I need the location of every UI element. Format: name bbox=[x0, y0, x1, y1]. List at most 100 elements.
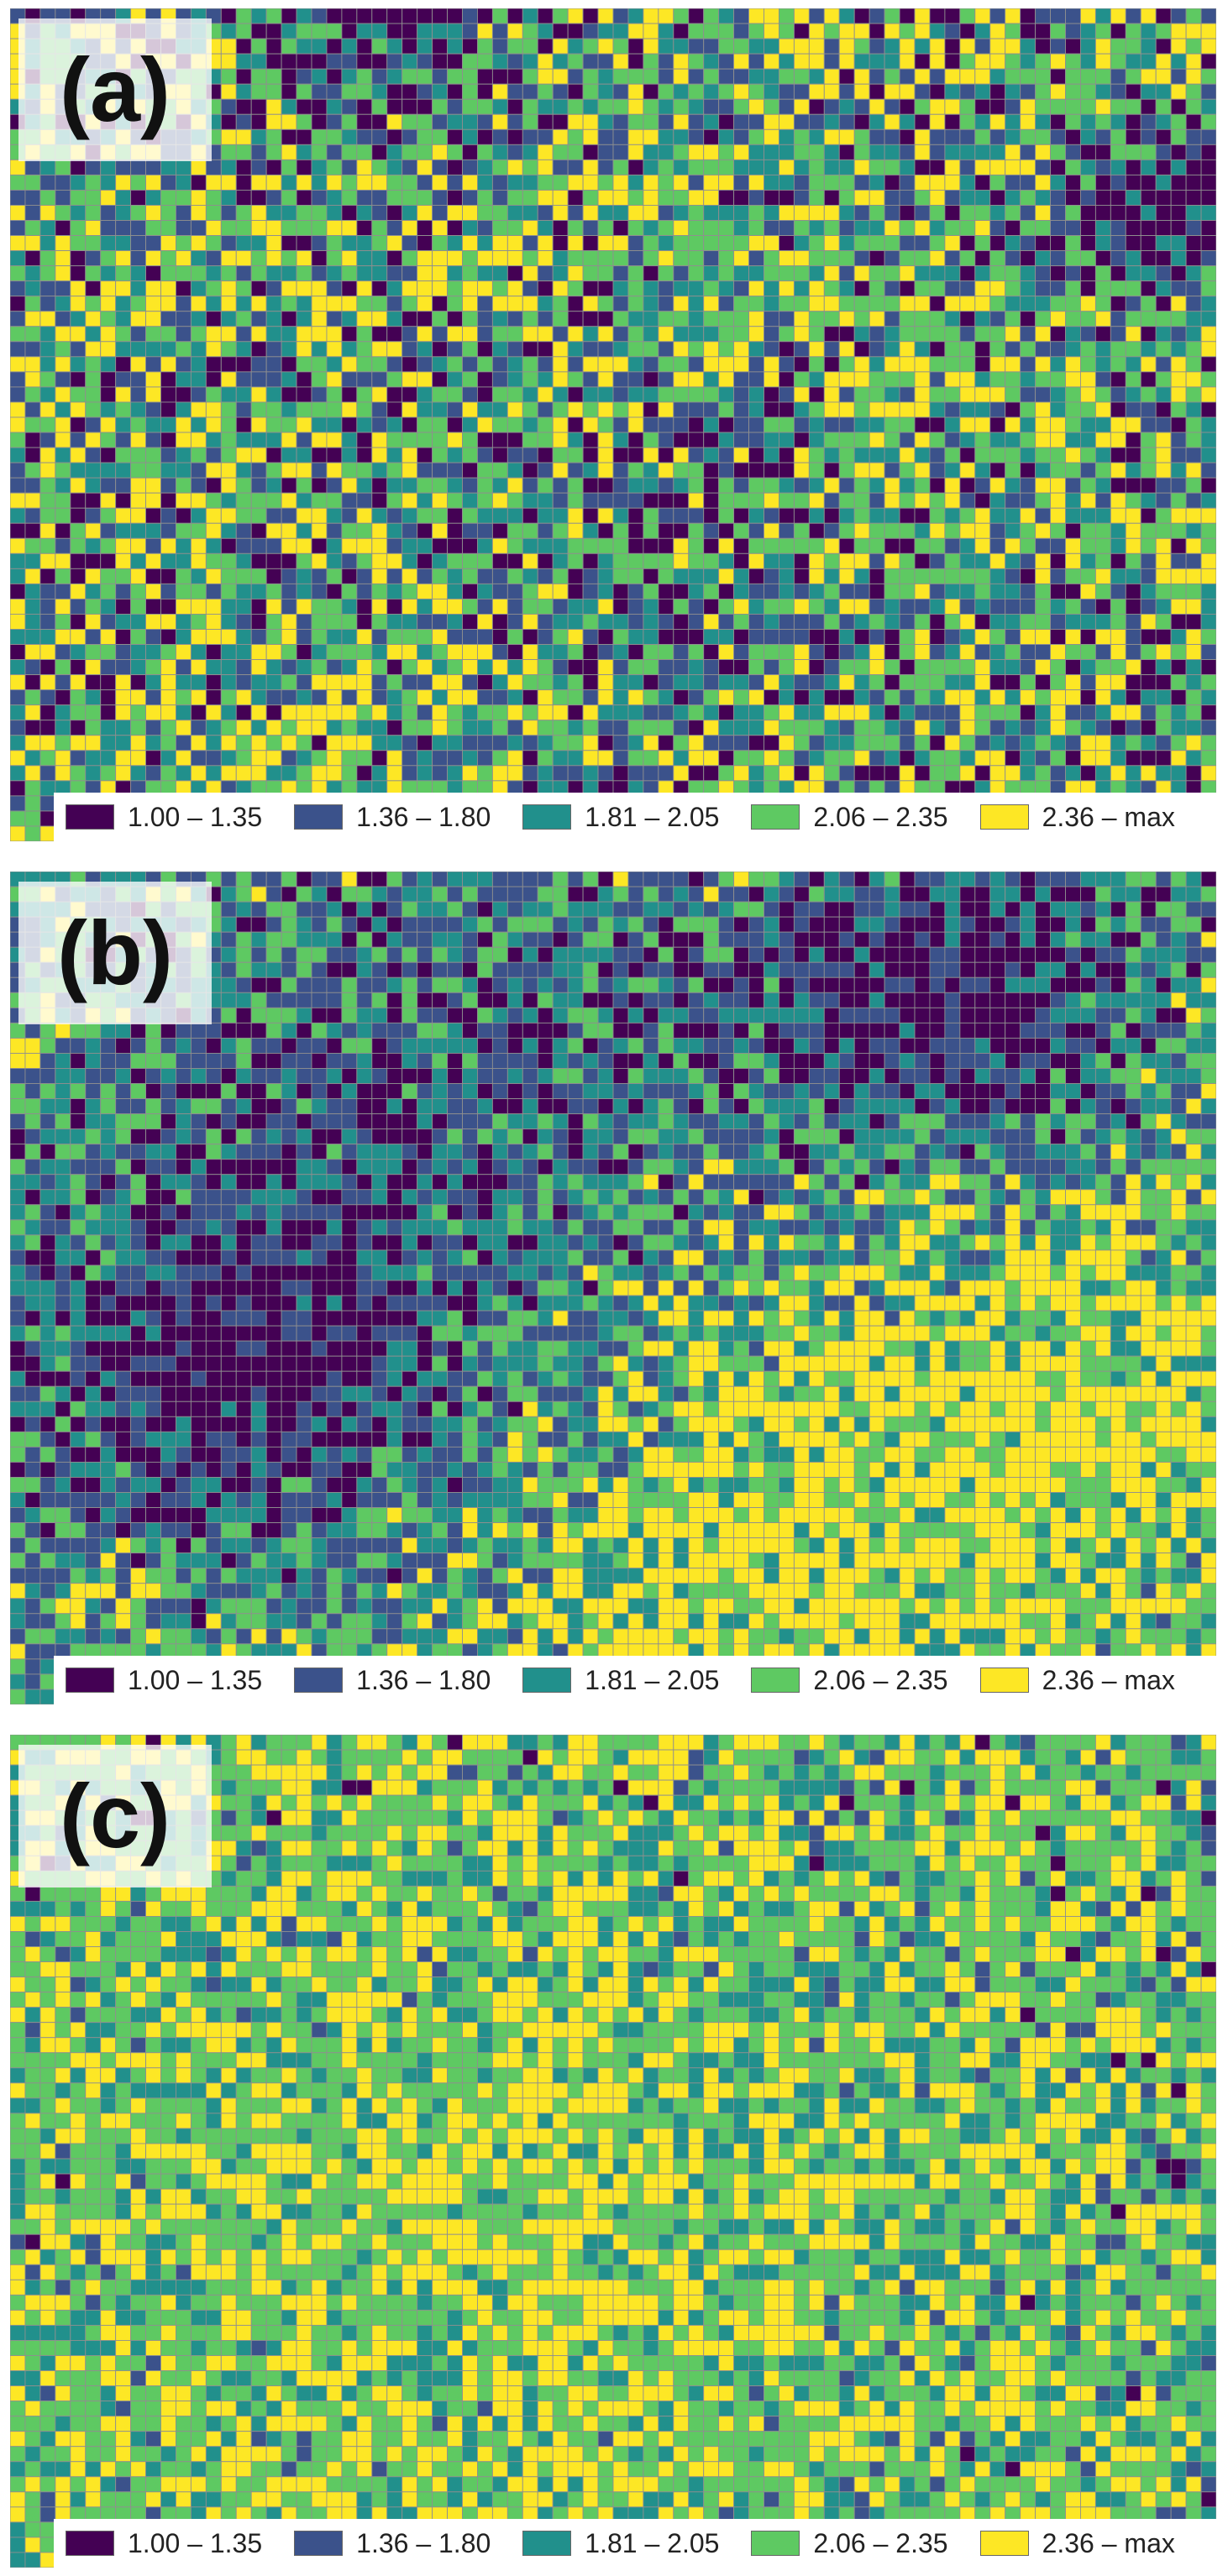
heatmap-cell bbox=[1155, 113, 1172, 130]
heatmap-cell bbox=[281, 220, 297, 236]
heatmap-cell bbox=[145, 765, 161, 782]
heatmap-cell bbox=[764, 477, 779, 494]
heatmap-cell bbox=[793, 113, 810, 130]
heatmap-cell bbox=[658, 432, 674, 448]
heatmap-cell bbox=[491, 659, 508, 676]
heatmap-cell bbox=[85, 674, 102, 691]
heatmap-cell bbox=[748, 537, 764, 554]
heatmap-cell bbox=[175, 598, 192, 615]
heatmap-cell bbox=[311, 98, 328, 115]
heatmap-cell bbox=[793, 265, 810, 282]
heatmap-cell bbox=[793, 250, 810, 267]
heatmap-cell bbox=[658, 522, 674, 539]
heatmap-cell bbox=[1155, 946, 1172, 963]
heatmap-cell bbox=[447, 386, 463, 403]
heatmap-cell bbox=[869, 644, 885, 661]
heatmap-cell bbox=[899, 477, 916, 494]
heatmap-cell bbox=[115, 537, 132, 554]
heatmap-cell bbox=[793, 735, 810, 751]
heatmap-cell bbox=[1110, 205, 1126, 221]
heatmap-cell bbox=[1155, 68, 1172, 85]
heatmap-cell bbox=[808, 750, 825, 767]
heatmap-cell bbox=[1035, 250, 1051, 267]
heatmap-cell bbox=[462, 98, 478, 115]
heatmap-cell bbox=[70, 522, 87, 539]
heatmap-cell bbox=[1140, 704, 1157, 721]
heatmap-cell bbox=[175, 220, 192, 236]
heatmap-cell bbox=[1050, 83, 1066, 100]
heatmap-cell bbox=[597, 265, 614, 282]
heatmap-cell bbox=[552, 598, 569, 615]
heatmap-cell bbox=[477, 765, 493, 782]
heatmap-cell bbox=[944, 371, 961, 388]
heatmap-cell bbox=[115, 356, 132, 373]
heatmap-cell bbox=[779, 644, 795, 661]
heatmap-cell bbox=[748, 720, 764, 736]
heatmap-cell bbox=[1125, 205, 1141, 221]
heatmap-cell bbox=[658, 946, 674, 963]
heatmap-cell bbox=[658, 386, 674, 403]
heatmap-cell bbox=[853, 961, 870, 978]
heatmap-cell bbox=[1155, 38, 1172, 55]
heatmap-cell bbox=[748, 961, 764, 978]
heatmap-cell bbox=[356, 916, 373, 933]
heatmap-cell bbox=[779, 83, 795, 100]
heatmap-cell bbox=[462, 296, 478, 312]
heatmap-cell bbox=[552, 931, 569, 948]
heatmap-cell bbox=[522, 265, 538, 282]
heatmap-cell bbox=[1005, 659, 1021, 676]
heatmap-cell bbox=[764, 189, 779, 206]
heatmap-cell bbox=[552, 765, 569, 782]
heatmap-cell bbox=[779, 159, 795, 175]
heatmap-cell bbox=[1140, 961, 1157, 978]
heatmap-cell bbox=[160, 629, 176, 645]
heatmap-cell bbox=[823, 901, 840, 918]
heatmap-cell bbox=[914, 765, 931, 782]
heatmap-cell bbox=[1020, 750, 1036, 767]
heatmap-cell bbox=[929, 931, 946, 948]
heatmap-cell bbox=[627, 583, 644, 599]
heatmap-cell bbox=[989, 280, 1006, 297]
heatmap-cell bbox=[1110, 886, 1126, 903]
heatmap-cell bbox=[748, 689, 764, 706]
heatmap-cell bbox=[733, 128, 749, 145]
heatmap-cell bbox=[658, 765, 674, 782]
heatmap-cell bbox=[311, 704, 328, 721]
heatmap-cell bbox=[491, 8, 508, 24]
heatmap-cell bbox=[190, 598, 207, 615]
heatmap-cell bbox=[612, 205, 629, 221]
heatmap-cell bbox=[658, 296, 674, 312]
heatmap-cell bbox=[764, 68, 779, 85]
heatmap-cell bbox=[808, 537, 825, 554]
heatmap-cell bbox=[597, 916, 614, 933]
heatmap-cell bbox=[55, 250, 71, 267]
heatmap-cell bbox=[869, 189, 885, 206]
heatmap-cell bbox=[341, 250, 358, 267]
heatmap-cell bbox=[1125, 356, 1141, 373]
heatmap-cell bbox=[899, 916, 916, 933]
heatmap-cell bbox=[1110, 872, 1126, 887]
legend-item-a-1: 1.36 – 1.80 bbox=[294, 802, 491, 833]
heatmap-cell bbox=[718, 144, 735, 160]
heatmap-cell bbox=[1020, 113, 1036, 130]
heatmap-cell bbox=[959, 931, 976, 948]
heatmap-cell bbox=[779, 189, 795, 206]
heatmap-cell bbox=[386, 432, 403, 448]
heatmap-cell bbox=[296, 68, 312, 85]
heatmap-cell bbox=[311, 189, 328, 206]
heatmap-cell bbox=[1125, 83, 1141, 100]
heatmap-cell bbox=[341, 311, 358, 327]
heatmap-cell bbox=[1125, 250, 1141, 267]
heatmap-cell bbox=[793, 205, 810, 221]
heatmap-cell bbox=[838, 23, 855, 39]
heatmap-cell bbox=[235, 689, 252, 706]
heatmap-cell bbox=[477, 916, 493, 933]
heatmap-cell bbox=[748, 659, 764, 676]
heatmap-cell bbox=[100, 644, 117, 661]
heatmap-cell bbox=[853, 38, 870, 55]
heatmap-cell bbox=[929, 144, 946, 160]
heatmap-cell bbox=[1125, 522, 1141, 539]
heatmap-cell bbox=[130, 720, 147, 736]
heatmap-cell bbox=[959, 280, 976, 297]
heatmap-cell bbox=[160, 235, 176, 252]
